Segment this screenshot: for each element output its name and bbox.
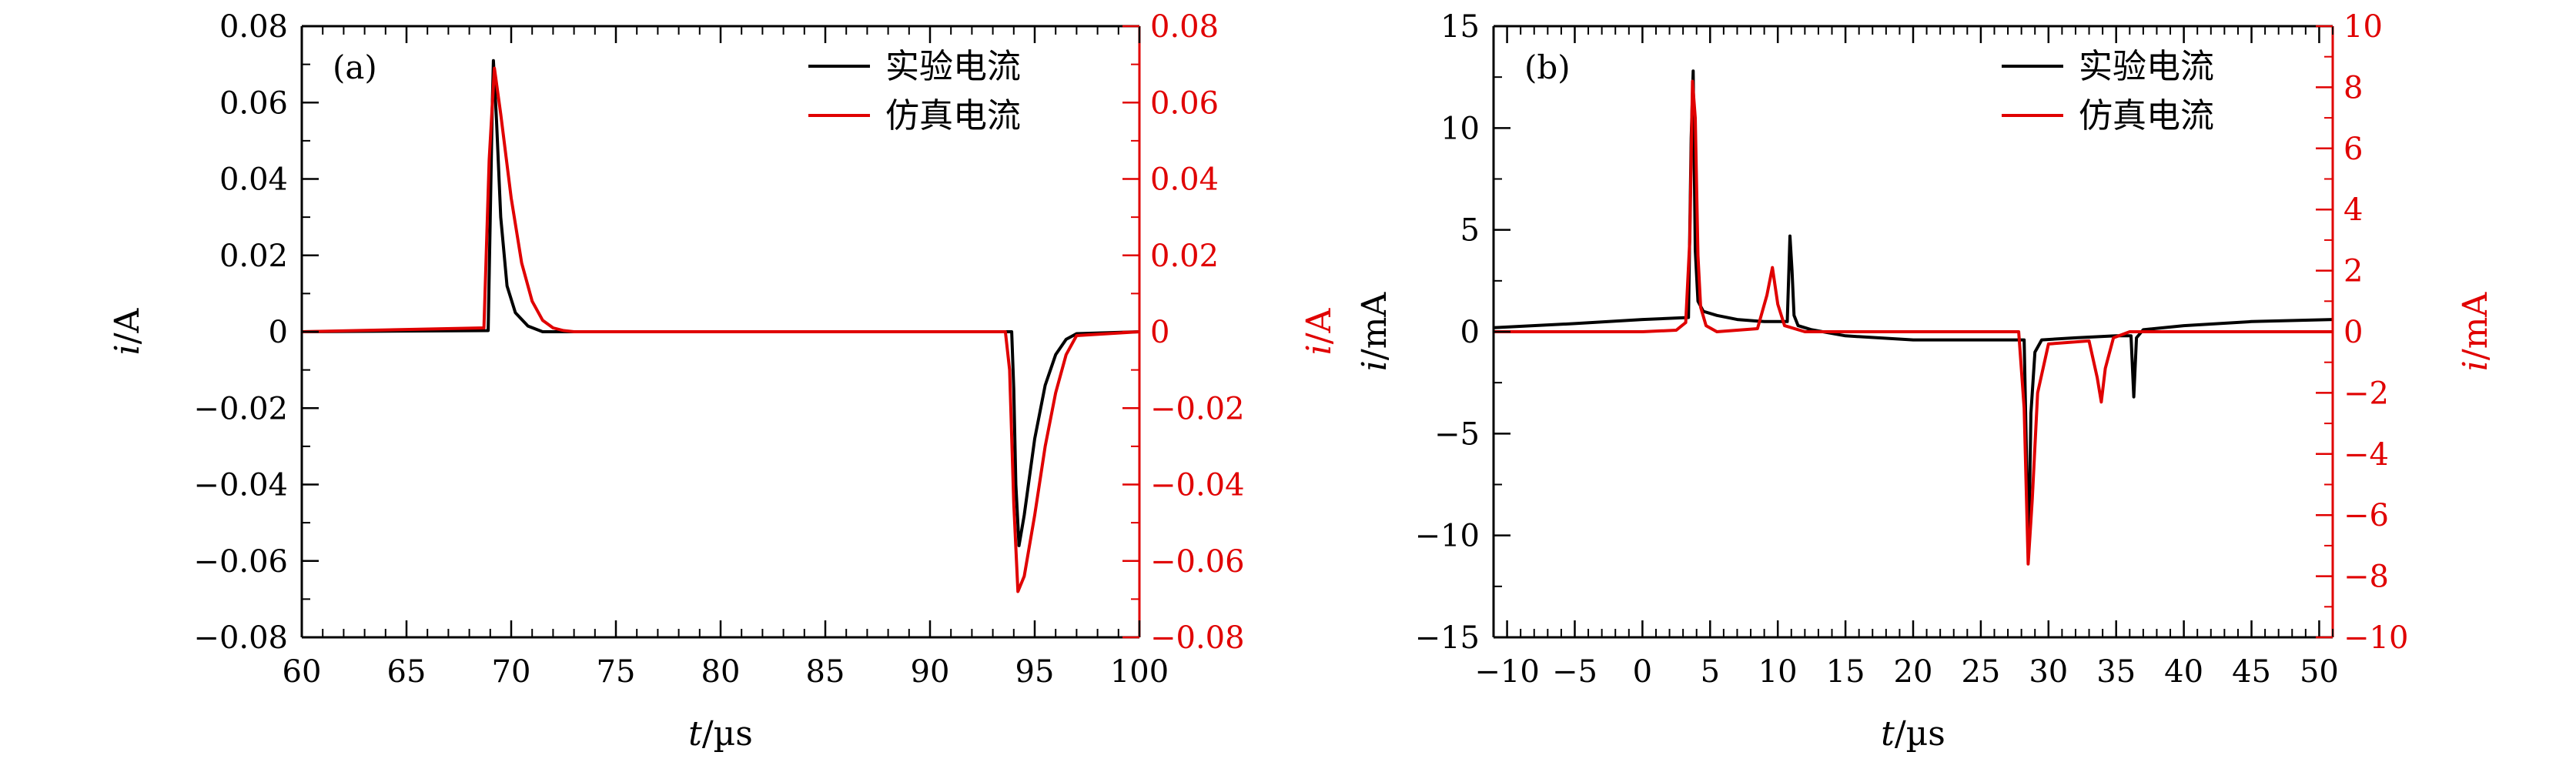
y-right-tick-label: −6	[2343, 498, 2389, 533]
y-left-tick-label: −0.08	[193, 620, 288, 656]
x-tick-label: 10	[1758, 654, 1798, 690]
x-tick-label: 15	[1826, 654, 1865, 690]
y-right-tick-label: −10	[2343, 620, 2408, 656]
x-tick-label: 80	[701, 654, 741, 690]
x-tick-label: −5	[1552, 654, 1597, 690]
experimental-current-line	[1494, 69, 2333, 541]
x-tick-label: 40	[2164, 654, 2203, 690]
panel-a: 60 65 70 75 80 85 90 95 100−0.08−0.06−0.04−0.020…	[108, 9, 1339, 754]
y-right-tick-label: 6	[2343, 132, 2363, 167]
y-left-tick-label: 15	[1440, 9, 1480, 45]
y-right-tick-label: 2	[2343, 254, 2363, 289]
x-tick-label: 0	[1633, 654, 1652, 690]
legend-simulated-label: 仿真电流	[2079, 96, 2214, 135]
y-left-tick-label: −0.04	[193, 468, 288, 503]
x-tick-label: 5	[1701, 654, 1720, 690]
y-right-tick-label: −0.06	[1150, 544, 1245, 580]
y-right-tick-label: 8	[2343, 70, 2363, 105]
y-left-tick-label: 0.04	[219, 162, 288, 198]
y-right-tick-label: 0	[2343, 315, 2363, 350]
y-left-tick-label: −15	[1415, 620, 1480, 656]
x-tick-label: −10	[1474, 654, 1539, 690]
y-right-tick-label: −2	[2343, 376, 2389, 411]
x-tick-label: 75	[597, 654, 636, 690]
y-right-tick-label: 4	[2343, 192, 2363, 228]
y-right-tick-label: 0.02	[1150, 239, 1219, 274]
x-tick-label: 85	[806, 654, 845, 690]
y-right-tick-label: 10	[2343, 9, 2383, 45]
y-right-tick-label: −0.02	[1150, 391, 1245, 426]
y-left-tick-label: 0.08	[219, 9, 288, 45]
x-tick-label: 20	[1894, 654, 1933, 690]
y-left-tick-label: −0.02	[193, 391, 288, 426]
x-tick-label: 65	[387, 654, 427, 690]
y-left-tick-label: −10	[1415, 519, 1480, 554]
x-tick-label: 60	[283, 654, 322, 690]
y-left-tick-label: 0	[269, 315, 288, 350]
x-tick-label: 70	[492, 654, 531, 690]
x-axis-title: t/µs	[688, 714, 753, 754]
x-tick-label: 45	[2232, 654, 2271, 690]
x-tick-label: 25	[1961, 654, 2000, 690]
y-left-tick-label: 0.06	[219, 85, 288, 121]
y-right-tick-label: 0	[1150, 315, 1169, 350]
x-tick-label: 100	[1110, 654, 1169, 690]
x-tick-label: 50	[2300, 654, 2339, 690]
y-left-axis-title: i/A	[108, 307, 147, 355]
y-right-tick-label: −0.08	[1150, 620, 1245, 656]
y-left-tick-label: 0	[1460, 315, 1480, 350]
y-left-tick-label: −5	[1434, 416, 1480, 452]
y-right-tick-label: −0.04	[1150, 468, 1245, 503]
legend-experimental-label: 实验电流	[2079, 47, 2214, 86]
y-right-axis-title: i/A	[1300, 307, 1339, 355]
simulated-current-line	[1494, 79, 2333, 566]
x-tick-label: 95	[1015, 654, 1055, 690]
simulated-current-line	[302, 66, 1139, 593]
y-right-tick-label: 0.06	[1150, 85, 1219, 121]
panel-b: −10 −5 0 5 10 15 20 25 30 35 40 45 50−15−10−5051015−…	[1355, 9, 2495, 754]
y-left-tick-label: 5	[1460, 213, 1480, 249]
panel-label: (b)	[1524, 48, 1571, 86]
legend-simulated-label: 仿真电流	[885, 96, 1021, 135]
y-right-tick-label: −8	[2343, 560, 2389, 595]
y-right-tick-label: −4	[2343, 437, 2389, 473]
x-tick-label: 35	[2096, 654, 2136, 690]
panel-label: (a)	[333, 48, 377, 86]
y-right-tick-label: 0.08	[1150, 9, 1219, 45]
y-right-axis-title: i/mA	[2456, 292, 2495, 372]
y-left-tick-label: −0.06	[193, 544, 288, 580]
x-tick-label: 90	[911, 654, 950, 690]
x-tick-label: 30	[2029, 654, 2068, 690]
y-left-tick-label: 10	[1440, 111, 1480, 146]
y-left-axis-title: i/mA	[1355, 292, 1394, 372]
y-left-tick-label: 0.02	[219, 239, 288, 274]
x-axis-title: t/µs	[1881, 714, 1945, 754]
y-right-tick-label: 0.04	[1150, 162, 1219, 198]
legend-experimental-label: 实验电流	[885, 47, 1021, 86]
